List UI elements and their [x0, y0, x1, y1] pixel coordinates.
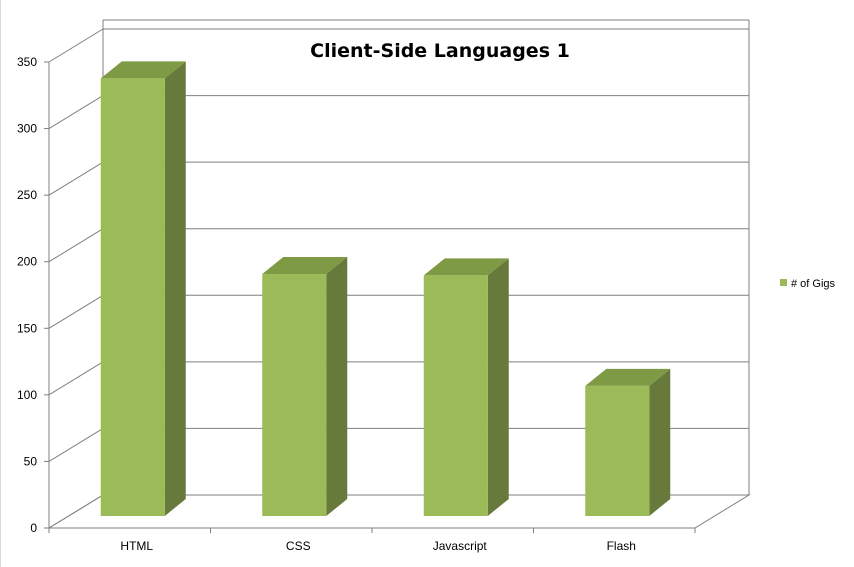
bar-top — [585, 368, 671, 386]
x-tick-label: Javascript — [433, 539, 488, 553]
bar-top — [262, 257, 348, 275]
legend-swatch — [780, 279, 787, 286]
y-tick-label: 200 — [17, 255, 37, 269]
x-tick-label: CSS — [286, 539, 311, 553]
side-wall-line — [48, 428, 104, 462]
y-tick-label: 350 — [17, 55, 37, 69]
floor — [47, 494, 751, 529]
bar-top — [100, 61, 186, 79]
y-tick-label: 300 — [17, 122, 37, 136]
y-tick-label: 0 — [30, 521, 37, 535]
bar-css — [262, 257, 348, 516]
bar-javascript — [423, 258, 509, 516]
x-tick-label: HTML — [120, 539, 153, 553]
side-wall-line — [48, 361, 104, 396]
bar-side — [487, 258, 509, 516]
y-tick-label: 250 — [17, 188, 37, 202]
side-wall-line — [48, 28, 104, 63]
bar-side — [649, 368, 671, 516]
y-tick-label: 150 — [17, 321, 37, 335]
side-wall-line — [48, 161, 104, 196]
bar-side — [164, 61, 186, 517]
bar-html — [100, 61, 186, 517]
bars — [100, 61, 671, 517]
bar-front — [585, 385, 650, 516]
y-tick-label: 100 — [17, 388, 37, 402]
side-wall-line — [48, 294, 104, 329]
bar-front — [262, 274, 327, 516]
legend-label: # of Gigs — [791, 278, 836, 290]
bar-flash — [585, 368, 671, 516]
y-tick-label: 50 — [24, 454, 38, 468]
legend: # of Gigs — [780, 278, 836, 290]
bar-front — [100, 78, 165, 517]
y-axis-ticks: 0 50 100 150 200 250 300 350 — [17, 55, 49, 535]
x-axis-labels: HTML CSS Javascript Flash — [120, 539, 636, 553]
bar-top — [423, 258, 509, 276]
side-wall-line — [48, 228, 104, 263]
chart-title: Client-Side Languages 1 — [310, 40, 570, 62]
side-wall-line — [48, 95, 104, 129]
bar-front — [423, 275, 488, 516]
bar-side — [326, 257, 348, 516]
x-tick-label: Flash — [607, 539, 636, 553]
